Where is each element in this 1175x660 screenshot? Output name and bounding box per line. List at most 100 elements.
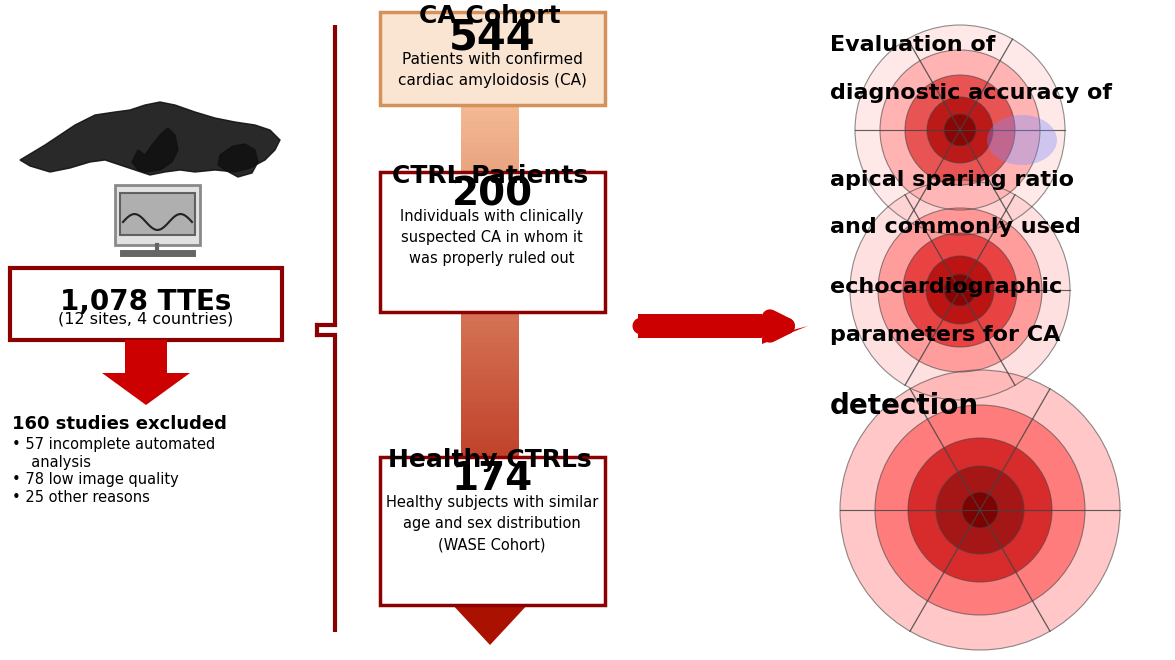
Circle shape xyxy=(880,50,1040,210)
FancyBboxPatch shape xyxy=(461,514,519,521)
FancyBboxPatch shape xyxy=(461,185,519,191)
Text: apical sparing ratio: apical sparing ratio xyxy=(830,170,1074,190)
FancyBboxPatch shape xyxy=(461,195,519,203)
FancyBboxPatch shape xyxy=(461,271,519,278)
Text: Healthy CTRLs: Healthy CTRLs xyxy=(388,448,592,472)
FancyBboxPatch shape xyxy=(461,352,519,359)
FancyBboxPatch shape xyxy=(461,120,519,127)
Text: CTRL Patients: CTRL Patients xyxy=(392,164,588,188)
Text: detection: detection xyxy=(830,392,979,420)
FancyBboxPatch shape xyxy=(461,222,519,230)
Polygon shape xyxy=(132,128,177,172)
FancyBboxPatch shape xyxy=(461,277,519,283)
FancyBboxPatch shape xyxy=(461,379,519,386)
FancyBboxPatch shape xyxy=(461,66,519,73)
Text: • 57 incomplete automated: • 57 incomplete automated xyxy=(12,437,215,452)
Polygon shape xyxy=(638,314,808,344)
FancyBboxPatch shape xyxy=(461,336,519,343)
FancyBboxPatch shape xyxy=(461,385,519,391)
FancyBboxPatch shape xyxy=(461,525,519,532)
FancyBboxPatch shape xyxy=(461,207,519,213)
Text: • 78 low image quality: • 78 low image quality xyxy=(12,472,179,487)
Polygon shape xyxy=(219,144,258,177)
FancyBboxPatch shape xyxy=(461,109,519,116)
FancyBboxPatch shape xyxy=(461,433,519,440)
FancyBboxPatch shape xyxy=(461,298,519,305)
FancyBboxPatch shape xyxy=(461,341,519,348)
FancyBboxPatch shape xyxy=(461,482,519,488)
FancyBboxPatch shape xyxy=(461,487,519,494)
FancyBboxPatch shape xyxy=(461,406,519,413)
Circle shape xyxy=(962,492,998,528)
FancyBboxPatch shape xyxy=(461,114,519,121)
FancyBboxPatch shape xyxy=(461,125,519,132)
FancyBboxPatch shape xyxy=(461,319,519,327)
FancyBboxPatch shape xyxy=(461,325,519,332)
FancyBboxPatch shape xyxy=(461,438,519,446)
FancyBboxPatch shape xyxy=(461,309,519,315)
FancyBboxPatch shape xyxy=(461,595,519,602)
Circle shape xyxy=(927,97,993,163)
FancyBboxPatch shape xyxy=(461,260,519,267)
FancyBboxPatch shape xyxy=(380,12,605,105)
FancyBboxPatch shape xyxy=(461,509,519,515)
FancyBboxPatch shape xyxy=(461,98,519,105)
Ellipse shape xyxy=(987,115,1058,165)
FancyBboxPatch shape xyxy=(461,82,519,89)
Circle shape xyxy=(878,208,1042,372)
FancyBboxPatch shape xyxy=(461,93,519,100)
FancyBboxPatch shape xyxy=(461,292,519,300)
FancyBboxPatch shape xyxy=(461,147,519,154)
Circle shape xyxy=(926,256,994,324)
FancyBboxPatch shape xyxy=(380,457,605,605)
FancyBboxPatch shape xyxy=(461,541,519,548)
FancyBboxPatch shape xyxy=(461,557,519,564)
FancyBboxPatch shape xyxy=(461,104,519,111)
FancyBboxPatch shape xyxy=(461,249,519,256)
FancyBboxPatch shape xyxy=(461,255,519,262)
FancyBboxPatch shape xyxy=(461,471,519,478)
FancyBboxPatch shape xyxy=(461,460,519,467)
Polygon shape xyxy=(102,340,190,405)
FancyBboxPatch shape xyxy=(461,536,519,543)
FancyBboxPatch shape xyxy=(461,163,519,170)
Text: Healthy subjects with similar
age and sex distribution
(WASE Cohort): Healthy subjects with similar age and se… xyxy=(385,495,598,552)
FancyBboxPatch shape xyxy=(461,465,519,473)
Text: parameters for CA: parameters for CA xyxy=(830,325,1060,345)
Text: Evaluation of: Evaluation of xyxy=(830,35,995,55)
FancyBboxPatch shape xyxy=(461,368,519,375)
FancyBboxPatch shape xyxy=(461,422,519,429)
FancyBboxPatch shape xyxy=(461,314,519,321)
FancyBboxPatch shape xyxy=(461,589,519,597)
FancyBboxPatch shape xyxy=(461,449,519,456)
Circle shape xyxy=(904,233,1018,347)
Text: echocardiographic: echocardiographic xyxy=(830,277,1062,297)
FancyBboxPatch shape xyxy=(461,390,519,397)
FancyBboxPatch shape xyxy=(461,287,519,294)
Text: diagnostic accuracy of: diagnostic accuracy of xyxy=(830,83,1112,103)
Polygon shape xyxy=(450,15,530,62)
FancyBboxPatch shape xyxy=(461,180,519,186)
FancyBboxPatch shape xyxy=(461,71,519,78)
FancyBboxPatch shape xyxy=(120,193,195,235)
FancyBboxPatch shape xyxy=(461,584,519,591)
FancyBboxPatch shape xyxy=(461,136,519,143)
FancyBboxPatch shape xyxy=(461,492,519,500)
FancyBboxPatch shape xyxy=(461,190,519,197)
FancyBboxPatch shape xyxy=(461,444,519,451)
FancyBboxPatch shape xyxy=(461,417,519,424)
FancyBboxPatch shape xyxy=(461,212,519,218)
FancyBboxPatch shape xyxy=(461,530,519,537)
FancyBboxPatch shape xyxy=(461,239,519,246)
Text: 174: 174 xyxy=(451,460,532,498)
FancyBboxPatch shape xyxy=(461,228,519,235)
Circle shape xyxy=(840,370,1120,650)
Circle shape xyxy=(905,75,1015,185)
Circle shape xyxy=(944,274,976,306)
FancyBboxPatch shape xyxy=(461,477,519,483)
Text: Patients with confirmed
cardiac amyloidosis (CA): Patients with confirmed cardiac amyloido… xyxy=(397,52,586,88)
Circle shape xyxy=(944,114,976,146)
FancyBboxPatch shape xyxy=(461,141,519,149)
Text: 200: 200 xyxy=(451,176,532,214)
FancyBboxPatch shape xyxy=(461,282,519,289)
